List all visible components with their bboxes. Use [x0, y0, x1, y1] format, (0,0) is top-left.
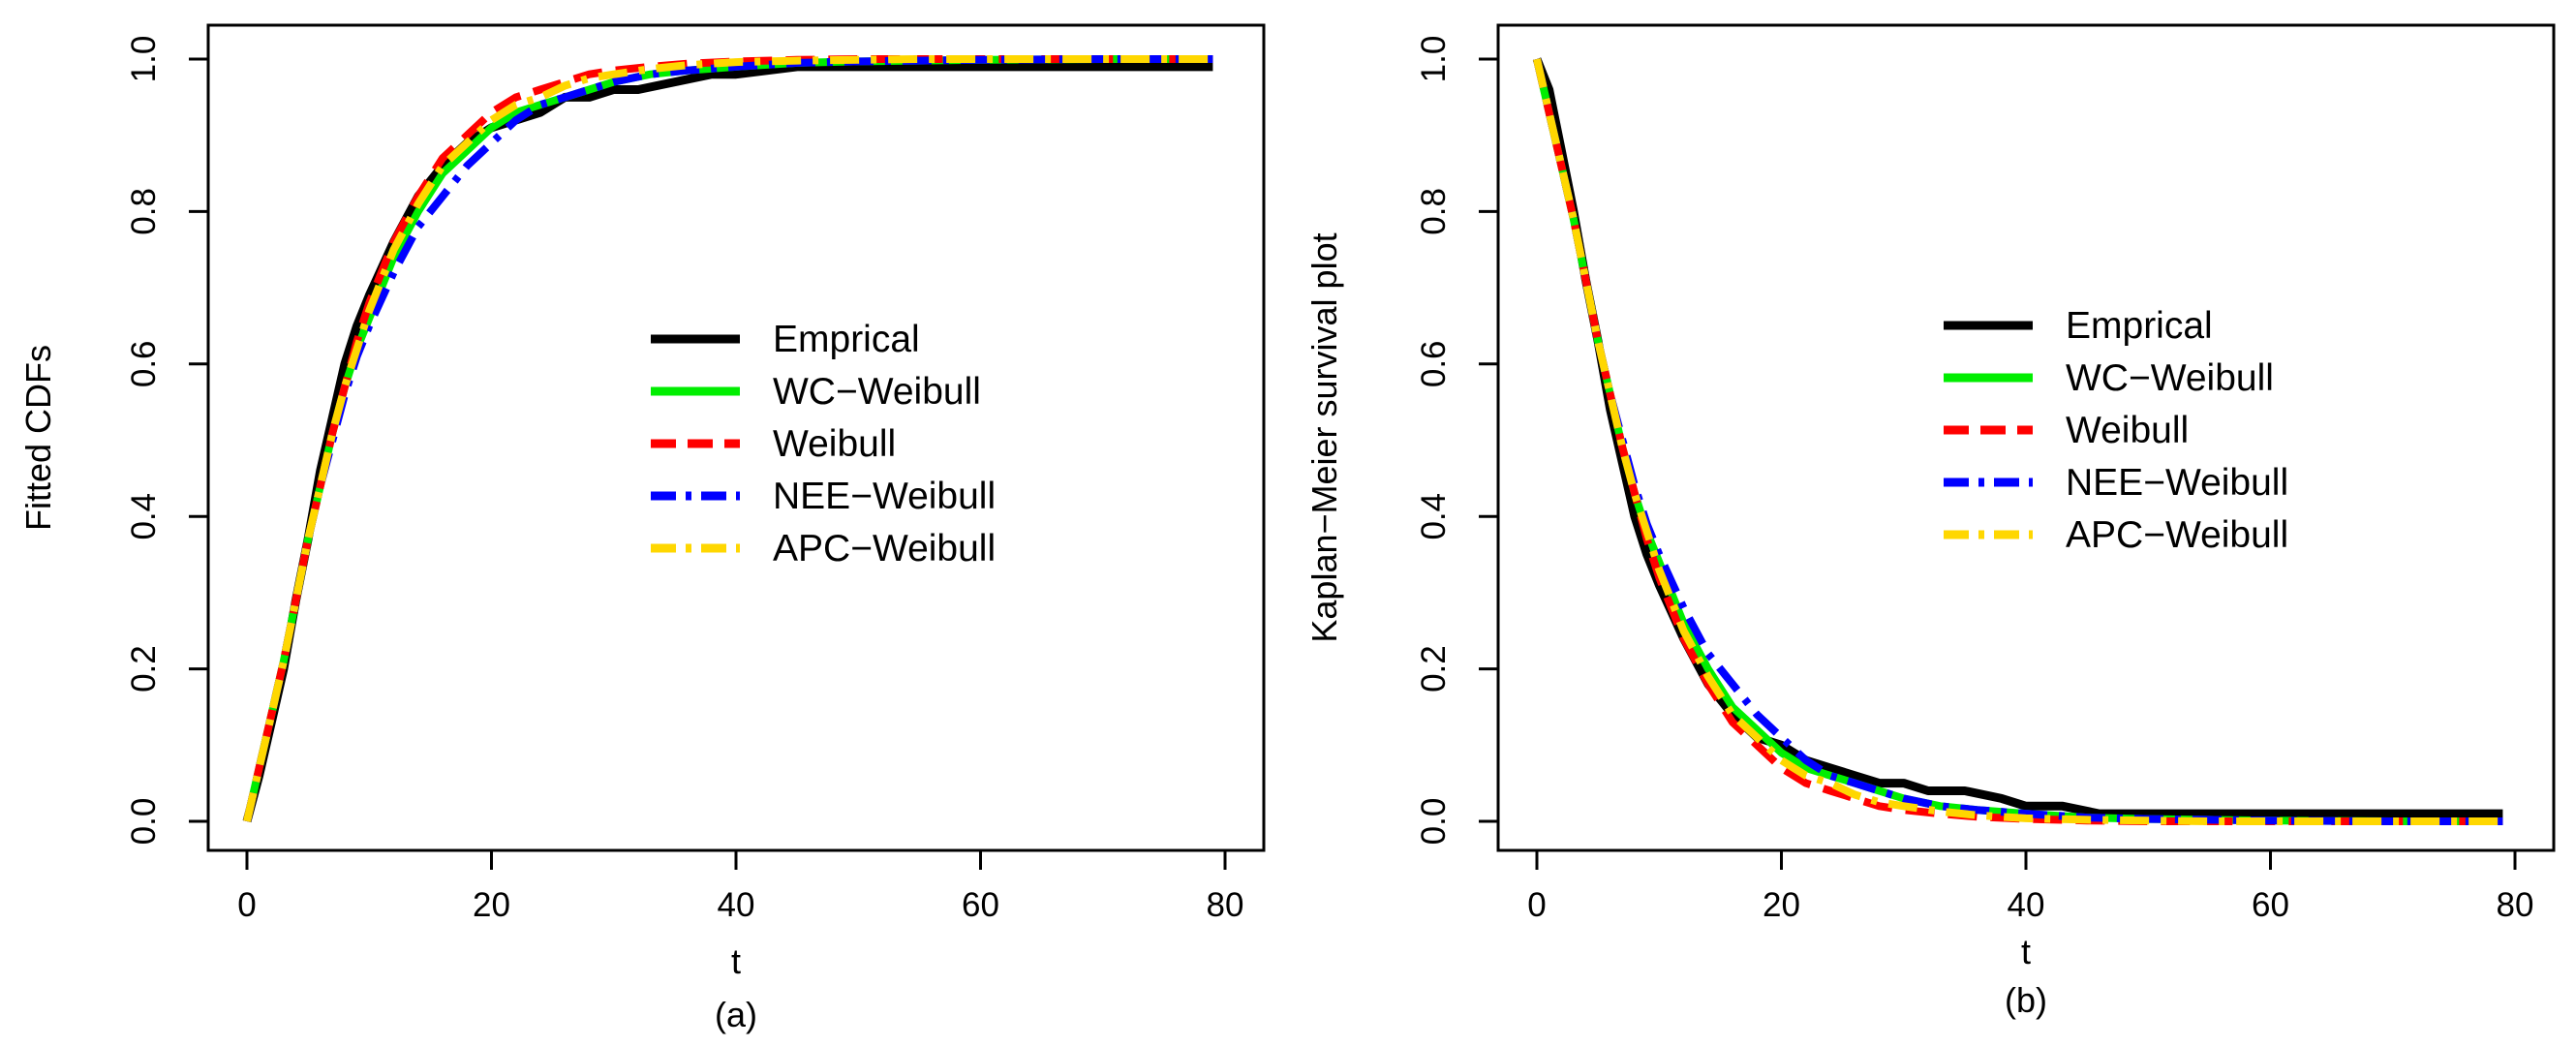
legend-label: APC−Weibull [773, 528, 996, 570]
x-tick-label: 40 [2008, 886, 2045, 924]
x-tick-label: 40 [718, 886, 755, 924]
series-line-apc-weibull [243, 55, 1213, 822]
y-tick-label: 0.4 [1415, 493, 1453, 540]
y-tick-label: 0.0 [1415, 798, 1453, 846]
series-line-apc-weibull [1533, 58, 2503, 825]
plot-frame [1496, 23, 2556, 852]
y-axis-title: Kaplan−Meier survival plot [1304, 232, 1344, 642]
x-tick-label: 60 [2252, 886, 2289, 924]
y-tick-label: 1.0 [1415, 36, 1453, 83]
y-tick-label: 0.2 [1415, 645, 1453, 693]
plot-frame [206, 23, 1266, 852]
chart-b: 0 20 40 60 80 0.0 0.2 0.4 0.6 0.8 1.0 t Kaplan−Meier… [1304, 23, 2556, 1020]
legend-label: Weibull [773, 423, 896, 465]
y-tick-label: 0.6 [125, 340, 163, 387]
y-tick-label: 0.6 [1415, 340, 1453, 387]
x-tick-label: 20 [473, 886, 510, 924]
x-tick-label: 0 [1527, 886, 1546, 924]
legend-label: NEE−Weibull [2066, 462, 2288, 504]
x-axis-title: t [2021, 932, 2031, 971]
x-tick-label: 60 [962, 886, 999, 924]
x-tick-label: 20 [1763, 886, 1800, 924]
legend-label: WC−Weibull [2066, 357, 2274, 399]
legend-label: APC−Weibull [2066, 514, 2288, 556]
series-line-wc-weibull [1533, 58, 2503, 825]
legend-label: Emprical [2066, 305, 2213, 347]
series-line-weibull [1533, 58, 2503, 825]
y-axis-title: Fitted CDFs [18, 345, 58, 531]
x-tick-label: 0 [237, 886, 256, 924]
panel-label: (a) [715, 995, 757, 1034]
y-tick-label: 1.0 [125, 36, 163, 83]
x-tick-label: 80 [1207, 886, 1244, 924]
x-axis-title: t [731, 941, 741, 981]
y-tick-label: 0.8 [125, 188, 163, 235]
panel-label: (b) [2005, 980, 2047, 1020]
y-tick-label: 0.4 [125, 493, 163, 540]
legend-label: Weibull [2066, 410, 2189, 451]
series-line-nee-weibull [1533, 58, 2503, 825]
chart-a: 0 20 40 60 80 0.0 0.2 0.4 0.6 0.8 1.0 t Fitted CDFs (… [18, 23, 1266, 1034]
y-tick-label: 0.2 [125, 645, 163, 693]
legend-label: NEE−Weibull [773, 476, 996, 517]
legend-label: WC−Weibull [773, 371, 981, 413]
series-line-empirical [1532, 57, 2503, 818]
legend-label: Emprical [773, 319, 920, 360]
y-tick-label: 0.8 [1415, 188, 1453, 235]
y-tick-label: 0.0 [125, 798, 163, 846]
x-tick-label: 80 [2497, 886, 2534, 924]
